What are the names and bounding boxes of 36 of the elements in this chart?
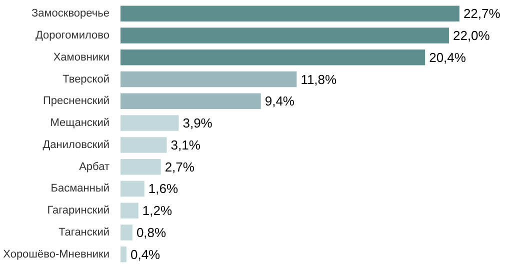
y-tick-label: Замоскворечье xyxy=(31,8,110,20)
y-tick-label: Дорогомилово xyxy=(35,30,110,42)
data-label: 2,7% xyxy=(164,159,195,174)
y-tick-label: Пресненский xyxy=(42,95,110,108)
data-label: 20,4% xyxy=(429,50,466,65)
bar xyxy=(120,115,179,131)
bar xyxy=(120,202,138,218)
data-label: 9,4% xyxy=(264,94,295,109)
y-tick-label: Гагаринский xyxy=(47,204,110,217)
bar xyxy=(120,6,460,22)
y-tick-label: Арбат xyxy=(79,160,110,173)
y-tick-label: Мещанский xyxy=(50,117,110,130)
bar xyxy=(120,137,167,153)
data-label: 0,8% xyxy=(136,224,167,240)
y-tick-label: Басманный xyxy=(50,182,110,195)
data-label: 22,0% xyxy=(452,28,490,44)
bar xyxy=(120,93,261,110)
bar xyxy=(120,28,449,44)
y-tick-label: Хамовники xyxy=(53,51,110,64)
data-label: 11,8% xyxy=(300,72,338,87)
y-tick-label: Хорошёво-Мневники xyxy=(3,248,110,260)
data-label: 1,2% xyxy=(142,203,172,218)
data-label: 1,6% xyxy=(148,181,178,196)
y-tick-label: Даниловский xyxy=(42,138,110,151)
bar xyxy=(120,71,297,88)
data-label: 22,7% xyxy=(463,6,501,22)
data-label: 3,1% xyxy=(170,137,201,152)
data-label: 3,9% xyxy=(182,116,213,131)
bar xyxy=(120,50,426,66)
bar xyxy=(120,158,161,175)
bar xyxy=(120,224,132,240)
y-tick-label: Таганский xyxy=(58,226,110,238)
data-label: 0,4% xyxy=(130,246,161,262)
bar xyxy=(120,246,126,262)
y-tick-label: Тверской xyxy=(62,73,110,86)
bar xyxy=(120,180,144,197)
